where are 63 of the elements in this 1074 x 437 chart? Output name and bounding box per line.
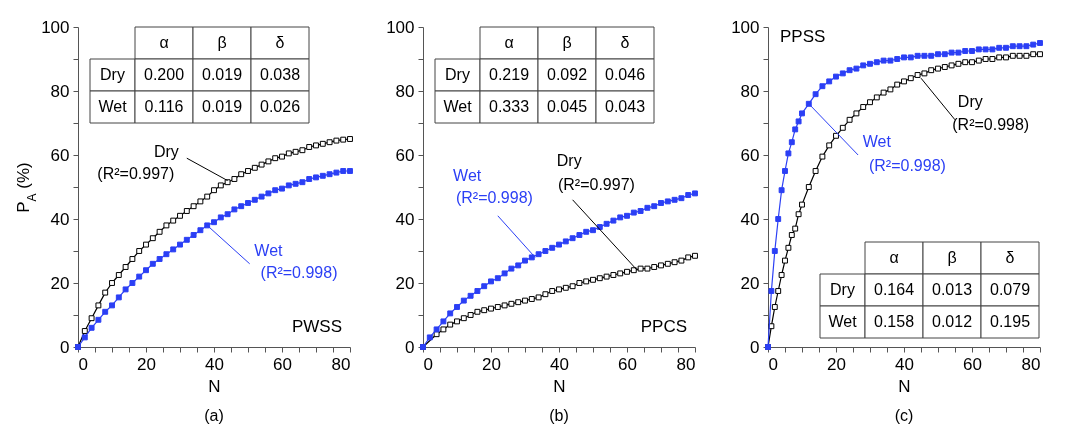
x-tick-label: 80 — [676, 354, 696, 374]
x-tick-label: 80 — [331, 354, 351, 374]
x-axis-title: N — [208, 376, 221, 396]
y-tick-label: 60 — [740, 145, 760, 165]
text: (b) — [549, 407, 569, 424]
series-label: Dry — [957, 93, 983, 111]
y-tick-label: 80 — [740, 81, 760, 101]
text: Wet — [254, 242, 284, 259]
annotation: (R²=0.998) — [952, 115, 1030, 133]
y-tick-label: 20 — [395, 273, 415, 293]
annotation: PWSS — [291, 317, 342, 336]
annotation: Dry 0.200 0.019 0.038 — [100, 66, 301, 83]
text: Dry — [153, 142, 179, 160]
annotation: Dry 0.164 0.013 0.079 — [830, 281, 1031, 298]
y-tick-label: 60 — [50, 145, 70, 165]
y-tick-label: 80 — [395, 81, 415, 101]
text: Wet — [862, 133, 892, 151]
y-tick-label: 60 — [395, 145, 415, 165]
x-tick-label: 40 — [205, 354, 224, 374]
annotation: PPSS — [780, 27, 826, 46]
annotation: (R²=0.998) — [868, 157, 946, 175]
x-tick-label: 60 — [963, 354, 982, 374]
x-tick-label: 40 — [895, 354, 914, 374]
y-tick-label: 0 — [750, 337, 760, 357]
x-tick-label: 60 — [273, 354, 292, 374]
y-tick-label: 0 — [405, 337, 415, 357]
text: α β δ — [889, 249, 1015, 266]
y-tick-label: 100 — [731, 17, 760, 37]
annotation: Wet 0.158 0.012 0.195 — [828, 313, 1031, 330]
x-tick-label: 0 — [768, 354, 778, 374]
text: (c) — [894, 407, 914, 424]
y-tick-label: 100 — [41, 17, 70, 37]
y-tick-label: 40 — [395, 209, 415, 229]
x-axis-title: N — [898, 376, 911, 396]
x-tick-label: 40 — [550, 354, 569, 374]
text: α β δ — [159, 34, 285, 51]
y-tick-label: 40 — [50, 209, 70, 229]
y-tick-label: 0 — [60, 337, 70, 357]
x-tick-label: 0 — [423, 354, 433, 374]
y-tick-label: 20 — [50, 273, 70, 293]
y-tick-label: 100 — [386, 17, 415, 37]
x-tick-label: 60 — [618, 354, 637, 374]
x-tick-label: 20 — [137, 354, 156, 374]
annotation: (R²=0.997) — [557, 176, 635, 194]
annotation: (R²=0.998) — [260, 264, 338, 282]
x-tick-label: 0 — [78, 354, 88, 374]
annotation: PPCS — [640, 317, 687, 336]
annotation: (R²=0.997) — [97, 165, 175, 183]
annotation: Wet 0.333 0.045 0.043 — [443, 98, 646, 115]
annotation: (R²=0.998) — [455, 189, 533, 207]
x-tick-label: 20 — [827, 354, 846, 374]
y-tick-label: 80 — [50, 81, 70, 101]
annotation: Wet 0.116 0.019 0.026 — [98, 98, 301, 115]
y-tick-label: 40 — [740, 209, 760, 229]
x-tick-label: 80 — [1021, 354, 1041, 374]
text: α β δ — [504, 34, 630, 51]
text: Dry — [556, 152, 582, 170]
y-tick-label: 20 — [740, 273, 760, 293]
x-tick-label: 20 — [482, 354, 501, 374]
text: (a) — [204, 407, 224, 424]
annotation: Dry 0.219 0.092 0.046 — [445, 66, 646, 83]
x-axis-title: N — [553, 376, 566, 396]
text: Wet — [453, 166, 482, 184]
